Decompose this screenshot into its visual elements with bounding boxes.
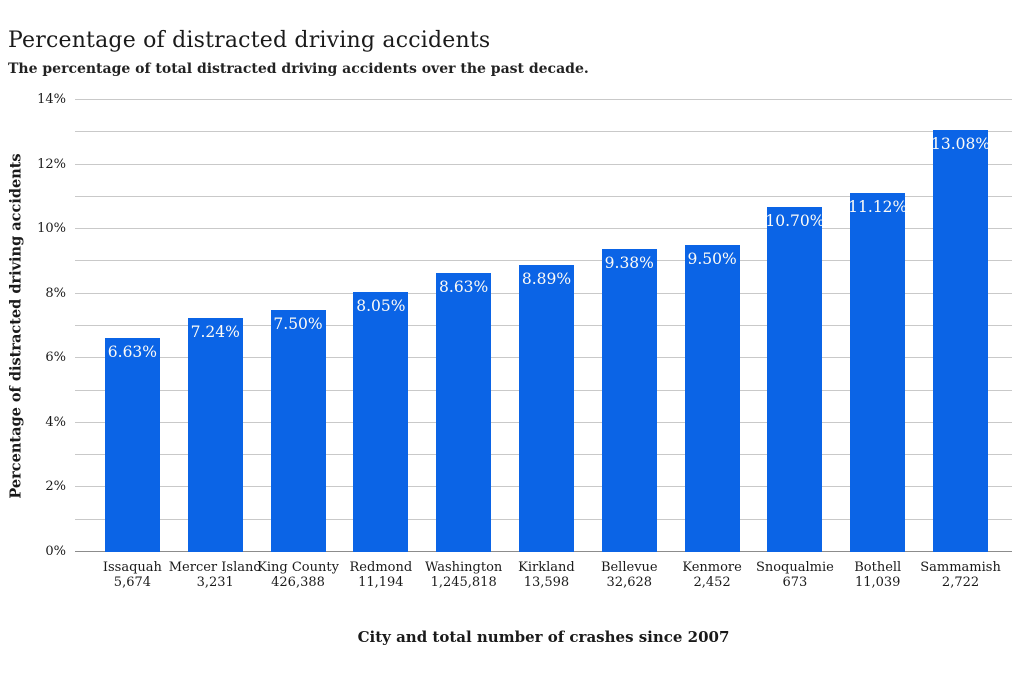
- plot-area: 0% 2% 4% 6% 8% 10% 12% 14% 6.63% Issaquah 5,674 7.2…: [37, 93, 1012, 590]
- crash-count: 3,231: [196, 575, 234, 591]
- bar-sammamish: 13.08%: [930, 129, 991, 552]
- crash-count: 32,628: [606, 575, 653, 591]
- city-name: Bothell: [854, 560, 902, 575]
- gridline: [75, 163, 1012, 165]
- x-tick-label: Mercer Island 3,231: [160, 560, 271, 591]
- crash-count: 673: [782, 575, 808, 591]
- x-tick-label: Redmond 11,194: [325, 560, 436, 591]
- bar-value-label: 8.05%: [356, 297, 406, 316]
- bar-redmond: 8.05%: [353, 292, 409, 552]
- bar-value-label: 6.63%: [107, 342, 158, 361]
- bar-value-label: 7.24%: [190, 323, 240, 342]
- crash-count: 11,039: [854, 575, 901, 591]
- bar-value-label: 9.38%: [604, 254, 654, 273]
- city-name: Kirkland: [518, 560, 575, 575]
- crash-count: 13,598: [523, 575, 570, 591]
- y-tick-label: 8%: [45, 285, 66, 301]
- y-tick-label: 12%: [37, 156, 66, 172]
- bar-snoqualmie: 10.70%: [765, 206, 825, 552]
- bar-slot: 8.05% Redmond 11,194: [339, 100, 422, 590]
- crash-count: 1,245,818: [430, 575, 497, 591]
- city-name: Bellevue: [600, 560, 658, 575]
- bar-bellevue: 9.38%: [601, 249, 657, 552]
- bar-washington: 8.63%: [436, 273, 492, 552]
- bar-slot: 6.63% Issaquah 5,674: [91, 100, 174, 590]
- bar-slot: 11.12% Bothell 11,039: [836, 100, 919, 590]
- city-name: Snoqualmie: [755, 560, 834, 575]
- bar-value-label: 8.63%: [439, 278, 489, 297]
- x-tick-label: Kirkland 13,598: [491, 560, 602, 591]
- x-tick-label: Bothell 11,039: [822, 560, 933, 591]
- y-tick-label: 14%: [37, 92, 66, 107]
- bar-slot: 7.24% Mercer Island 3,231: [169, 100, 262, 590]
- bar-kenmore: 9.50%: [684, 245, 740, 552]
- gridline: [75, 195, 1012, 197]
- city-name: Kenmore: [682, 560, 742, 575]
- x-tick-label: Kenmore 2,452: [657, 560, 768, 591]
- y-tick-label: 0%: [45, 544, 66, 559]
- x-tick-label: King County 426,388: [243, 560, 354, 591]
- bar-value-label: 9.50%: [687, 250, 737, 269]
- bar-king-county: 7.50%: [270, 309, 326, 552]
- gridline: [75, 228, 1012, 230]
- city-name: King County: [257, 560, 339, 575]
- city-name: Mercer Island: [168, 560, 262, 575]
- city-name: Redmond: [349, 560, 413, 575]
- crash-count: 2,452: [693, 575, 731, 591]
- y-tick-label: 4%: [45, 414, 66, 430]
- bar-kirkland: 8.89%: [518, 264, 574, 552]
- crash-count: 5,674: [113, 575, 152, 591]
- crash-count: 2,722: [941, 575, 980, 591]
- crash-count: 426,388: [271, 575, 325, 591]
- bar-value-label: 10.70%: [765, 211, 825, 230]
- bar-slot: 8.89% Kirkland 13,598: [505, 100, 588, 590]
- x-tick-label: Bellevue 32,628: [574, 560, 685, 591]
- y-axis-title: Percentage of distracted driving acciden…: [7, 153, 25, 499]
- y-tick-label: 10%: [37, 221, 66, 237]
- bars-container: 6.63% Issaquah 5,674 7.24% Mercer Island 3,23…: [75, 100, 1012, 590]
- bar-value-label: 13.08%: [930, 134, 991, 153]
- bar-slot: 7.50% King County 426,388: [257, 100, 340, 590]
- city-name: Washington: [425, 560, 503, 575]
- y-tick-label: 2%: [45, 479, 66, 495]
- gridline: [75, 99, 1012, 100]
- bar-slot: 9.50% Kenmore 2,452: [671, 100, 754, 590]
- gridline: [75, 260, 1012, 262]
- city-name: Issaquah: [102, 560, 162, 575]
- bar-slot: 8.63% Washington 1,245,818: [422, 100, 505, 590]
- bar-value-label: 8.89%: [521, 269, 572, 288]
- bar-slot: 10.70% Snoqualmie 673: [754, 100, 837, 590]
- x-tick-label: Sammamish 2,722: [905, 560, 1016, 591]
- bar-mercer-island: 7.24%: [187, 318, 243, 552]
- bar-slot: 9.38% Bellevue 32,628: [588, 100, 671, 590]
- chart-title: Percentage of distracted driving acciden…: [8, 28, 491, 53]
- x-tick-label: Issaquah 5,674: [77, 560, 188, 591]
- bar-value-label: 11.12%: [848, 197, 908, 216]
- chart-subtitle: The percentage of total distracted drivi…: [8, 61, 589, 77]
- bar-issaquah: 6.63%: [104, 337, 160, 552]
- bar-value-label: 7.50%: [273, 314, 323, 333]
- y-tick-label: 6%: [45, 350, 66, 366]
- city-name: Sammamish: [920, 560, 1001, 575]
- x-tick-label: Washington 1,245,818: [408, 560, 519, 591]
- gridline: [75, 131, 1012, 133]
- x-tick-label: Snoqualmie 673: [740, 560, 851, 591]
- bar-slot: 13.08% Sammamish 2,722: [919, 100, 1002, 590]
- bar-bothell: 11.12%: [848, 192, 908, 552]
- crash-count: 11,194: [358, 575, 404, 591]
- x-axis-title: City and total number of crashes since 2…: [357, 628, 730, 646]
